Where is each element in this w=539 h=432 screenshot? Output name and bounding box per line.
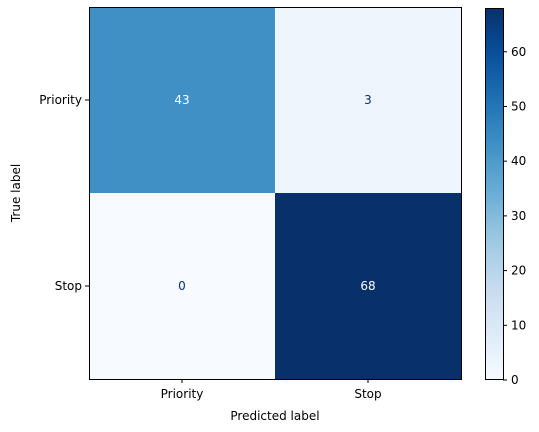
colorbar-tick-label: 40 <box>511 154 526 168</box>
y-tick-label: Stop <box>55 279 82 293</box>
x-axis-label: Predicted label <box>230 409 319 423</box>
cell-value-label: 68 <box>360 279 375 293</box>
y-axis-ticks: Priority Stop <box>39 93 89 293</box>
cell-value-label: 0 <box>178 279 186 293</box>
cell-value-label: 43 <box>174 93 189 107</box>
colorbar-tick-label: 50 <box>511 99 526 113</box>
colorbar <box>485 8 503 380</box>
y-tick-label: Priority <box>39 93 82 107</box>
colorbar-frame <box>485 8 504 380</box>
colorbar-tick-label: 30 <box>511 209 526 223</box>
x-tick-label: Priority <box>161 387 204 401</box>
plot-frame <box>89 7 462 380</box>
y-axis-label: True label <box>9 164 23 223</box>
x-axis-ticks: Priority Stop <box>161 379 382 401</box>
colorbar-tick-label: 0 <box>511 373 519 387</box>
heatmap-cell <box>89 7 275 193</box>
colorbar-tick-label: 20 <box>511 264 526 278</box>
colorbar-tick-label: 10 <box>511 318 526 332</box>
heatmap-cell-labels: 43 3 0 68 <box>174 93 375 293</box>
x-tick-label: Stop <box>354 387 381 401</box>
colorbar-ticks: 0 10 20 30 40 50 60 <box>503 45 526 387</box>
heatmap-cell <box>275 7 461 193</box>
heatmap-cells <box>89 7 461 379</box>
heatmap-cell <box>89 193 275 379</box>
cell-value-label: 3 <box>364 93 372 107</box>
heatmap-cell <box>275 193 461 379</box>
colorbar-tick-label: 60 <box>511 45 526 59</box>
